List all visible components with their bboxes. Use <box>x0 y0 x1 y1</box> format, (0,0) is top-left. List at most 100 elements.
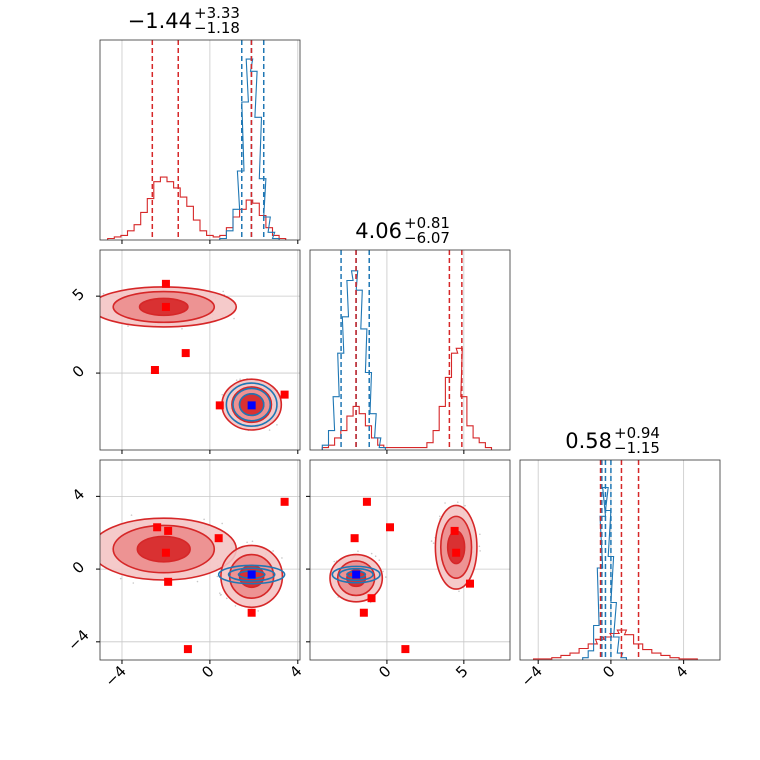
sample-point <box>276 424 278 426</box>
blue-contour <box>225 382 278 427</box>
sample-point <box>268 429 271 431</box>
sample-point <box>479 533 481 536</box>
red-marker <box>161 279 170 288</box>
red-marker <box>161 548 170 557</box>
sample-point <box>119 577 122 580</box>
blue-marker <box>247 570 256 579</box>
sample-point <box>430 540 433 542</box>
x-tick-label: 4 <box>672 662 691 681</box>
y-tick-label: −4 <box>64 626 92 654</box>
y-tick-label: 0 <box>69 558 88 577</box>
marginal-panel-1 <box>99 39 301 241</box>
sample-point <box>444 502 446 504</box>
red-histogram <box>321 347 493 450</box>
sample-point <box>95 321 97 323</box>
panel-border <box>309 249 511 451</box>
red-marker <box>183 645 192 654</box>
blue-contour <box>238 393 265 417</box>
red-marker <box>450 526 459 535</box>
red-marker <box>466 579 474 588</box>
panel-border <box>519 459 721 661</box>
sample-point <box>221 522 223 525</box>
joint-panel-1 <box>83 249 301 451</box>
red-histogram <box>107 176 287 240</box>
red-marker <box>362 497 371 506</box>
y-tick-label: 4 <box>69 485 88 504</box>
red-marker <box>401 645 410 654</box>
panel-border <box>99 39 301 241</box>
x-tick-label: 4 <box>286 662 305 681</box>
blue-contour <box>331 565 381 584</box>
panel-title-1: −1.44 +3.33−1.18 <box>128 4 240 37</box>
blue-histogram <box>219 58 280 240</box>
sample-point <box>234 605 237 607</box>
panel-title-3: 0.58 +0.94−1.15 <box>565 424 660 457</box>
red-marker <box>280 497 289 506</box>
blue-marker <box>247 401 256 410</box>
blue-contour <box>227 567 276 582</box>
sample-point <box>479 550 481 552</box>
blue-contour <box>338 567 374 582</box>
red-marker <box>150 366 159 374</box>
red-contour <box>446 530 466 565</box>
red-marker <box>164 526 173 535</box>
sample-point <box>272 550 274 552</box>
sample-point <box>464 504 466 507</box>
sample-point <box>216 575 219 578</box>
sample-point <box>132 582 135 584</box>
title-value: 0.58 <box>565 429 612 453</box>
sample-point <box>239 378 241 380</box>
sample-point <box>85 305 87 307</box>
sample-point <box>357 550 359 552</box>
marginal-panel-3 <box>519 459 721 661</box>
y-tick-label: 5 <box>69 285 88 304</box>
joint-panel-2 <box>99 459 301 661</box>
x-tick-label: 5 <box>452 662 471 681</box>
sample-point <box>333 560 336 563</box>
red-marker <box>452 548 461 557</box>
blue-histogram <box>582 486 627 660</box>
x-tick-label: 0 <box>599 662 618 681</box>
title-lower: −1.15 <box>614 439 660 457</box>
sample-point <box>432 542 435 544</box>
title-upper: +0.81 <box>404 214 450 232</box>
y-tick-label: 0 <box>69 362 88 381</box>
sample-point <box>257 610 259 612</box>
sample-point <box>95 307 97 309</box>
sample-point <box>127 325 129 327</box>
x-tick-label: −4 <box>101 662 129 690</box>
red-histogram <box>533 629 698 660</box>
sample-point <box>438 515 441 518</box>
red-marker <box>247 608 256 617</box>
red-marker <box>386 523 394 532</box>
sample-point <box>458 590 460 593</box>
sample-point <box>251 540 254 543</box>
panel-border <box>99 459 301 661</box>
x-tick-label: 0 <box>198 662 217 681</box>
red-marker <box>359 608 368 617</box>
marginal-panel-2 <box>309 249 511 451</box>
sample-point <box>281 557 283 559</box>
title-upper: +3.33 <box>194 4 240 22</box>
red-marker <box>161 302 170 311</box>
sample-point <box>181 327 183 330</box>
blue-histogram <box>321 270 386 450</box>
sample-point <box>218 592 221 594</box>
sample-point <box>385 576 387 578</box>
sample-point <box>374 555 377 557</box>
blue-contour <box>232 387 272 422</box>
sample-point <box>226 597 228 600</box>
title-upper: +0.94 <box>614 424 660 442</box>
title-value: −1.44 <box>128 9 192 33</box>
sample-point <box>196 580 199 583</box>
panel-border <box>99 249 301 451</box>
red-marker <box>214 534 223 543</box>
sample-point <box>83 313 85 315</box>
panel-border <box>309 459 511 661</box>
red-marker <box>367 594 376 603</box>
blue-marker <box>352 570 361 579</box>
title-lower: −6.07 <box>404 229 450 247</box>
sample-point <box>233 317 235 320</box>
sample-point <box>378 559 381 561</box>
